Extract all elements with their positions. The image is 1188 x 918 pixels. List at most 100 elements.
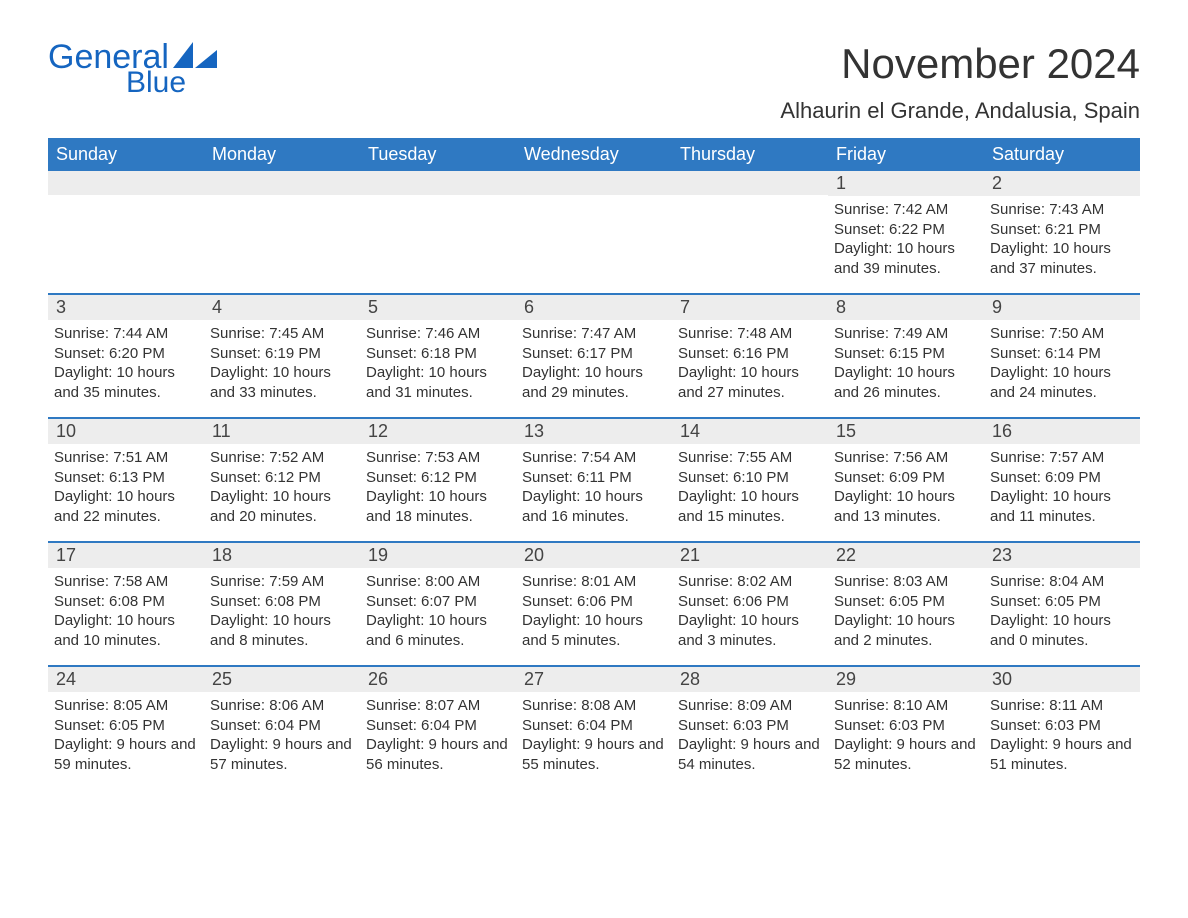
day-cell: 2 Sunrise: 7:43 AMSunset: 6:21 PMDaylight…: [984, 171, 1140, 293]
day-cell: 21Sunrise: 8:02 AMSunset: 6:06 PMDayligh…: [672, 543, 828, 665]
sunrise-text: Sunrise: 8:11 AM: [990, 696, 1134, 716]
day-number: 13: [516, 419, 672, 444]
daylight-text: Daylight: 10 hours and 31 minutes.: [366, 363, 510, 402]
daylight-text: Daylight: 9 hours and 56 minutes.: [366, 735, 510, 774]
day-cell: 25Sunrise: 8:06 AMSunset: 6:04 PMDayligh…: [204, 667, 360, 789]
calendar: SundayMondayTuesdayWednesdayThursdayFrid…: [48, 138, 1140, 789]
day-number: 25: [204, 667, 360, 692]
day-number: 17: [48, 543, 204, 568]
daylight-text: Daylight: 10 hours and 39 minutes.: [834, 239, 978, 278]
daylight-text: Daylight: 10 hours and 29 minutes.: [522, 363, 666, 402]
day-cell: 15Sunrise: 7:56 AMSunset: 6:09 PMDayligh…: [828, 419, 984, 541]
day-info: Sunrise: 7:49 AMSunset: 6:15 PMDaylight:…: [834, 324, 978, 402]
sunrise-text: Sunrise: 7:58 AM: [54, 572, 198, 592]
sunrise-text: Sunrise: 7:45 AM: [210, 324, 354, 344]
day-info: Sunrise: 8:01 AMSunset: 6:06 PMDaylight:…: [522, 572, 666, 650]
day-number: 14: [672, 419, 828, 444]
day-cell: 9Sunrise: 7:50 AMSunset: 6:14 PMDaylight…: [984, 295, 1140, 417]
sunset-text: Sunset: 6:14 PM: [990, 344, 1134, 364]
day-number: 19: [360, 543, 516, 568]
daylight-text: Daylight: 10 hours and 16 minutes.: [522, 487, 666, 526]
sunrise-text: Sunrise: 8:02 AM: [678, 572, 822, 592]
weekday-header-row: SundayMondayTuesdayWednesdayThursdayFrid…: [48, 138, 1140, 171]
day-number: 7: [672, 295, 828, 320]
sunrise-text: Sunrise: 8:00 AM: [366, 572, 510, 592]
day-info: Sunrise: 7:48 AMSunset: 6:16 PMDaylight:…: [678, 324, 822, 402]
day-cell: 4 Sunrise: 7:45 AMSunset: 6:19 PMDaylight…: [204, 295, 360, 417]
day-info: Sunrise: 7:44 AMSunset: 6:20 PMDaylight:…: [54, 324, 198, 402]
title-block: November 2024 Alhaurin el Grande, Andalu…: [780, 40, 1140, 132]
sunset-text: Sunset: 6:22 PM: [834, 220, 978, 240]
sunset-text: Sunset: 6:20 PM: [54, 344, 198, 364]
sunset-text: Sunset: 6:03 PM: [990, 716, 1134, 736]
day-number: 18: [204, 543, 360, 568]
sunrise-text: Sunrise: 7:50 AM: [990, 324, 1134, 344]
day-number: 20: [516, 543, 672, 568]
week-row: 10Sunrise: 7:51 AMSunset: 6:13 PMDayligh…: [48, 417, 1140, 541]
daylight-text: Daylight: 9 hours and 54 minutes.: [678, 735, 822, 774]
sunrise-text: Sunrise: 7:52 AM: [210, 448, 354, 468]
day-info: Sunrise: 7:45 AMSunset: 6:19 PMDaylight:…: [210, 324, 354, 402]
day-cell: [48, 171, 204, 293]
day-number: 30: [984, 667, 1140, 692]
location-label: Alhaurin el Grande, Andalusia, Spain: [780, 98, 1140, 124]
day-number: [48, 171, 204, 195]
sunset-text: Sunset: 6:03 PM: [678, 716, 822, 736]
sunset-text: Sunset: 6:03 PM: [834, 716, 978, 736]
day-number: 23: [984, 543, 1140, 568]
sunrise-text: Sunrise: 8:09 AM: [678, 696, 822, 716]
day-number: 22: [828, 543, 984, 568]
sunrise-text: Sunrise: 8:01 AM: [522, 572, 666, 592]
day-cell: 28Sunrise: 8:09 AMSunset: 6:03 PMDayligh…: [672, 667, 828, 789]
day-number: 4: [204, 295, 360, 320]
day-cell: [672, 171, 828, 293]
sunrise-text: Sunrise: 7:49 AM: [834, 324, 978, 344]
day-number: [672, 171, 828, 195]
daylight-text: Daylight: 9 hours and 59 minutes.: [54, 735, 198, 774]
sunset-text: Sunset: 6:05 PM: [54, 716, 198, 736]
sunrise-text: Sunrise: 8:08 AM: [522, 696, 666, 716]
day-info: Sunrise: 8:05 AMSunset: 6:05 PMDaylight:…: [54, 696, 198, 774]
day-info: Sunrise: 7:43 AMSunset: 6:21 PMDaylight:…: [990, 200, 1134, 278]
daylight-text: Daylight: 10 hours and 20 minutes.: [210, 487, 354, 526]
day-number: 2: [984, 171, 1140, 196]
sunset-text: Sunset: 6:19 PM: [210, 344, 354, 364]
sunset-text: Sunset: 6:11 PM: [522, 468, 666, 488]
daylight-text: Daylight: 10 hours and 35 minutes.: [54, 363, 198, 402]
day-cell: 12Sunrise: 7:53 AMSunset: 6:12 PMDayligh…: [360, 419, 516, 541]
day-number: 5: [360, 295, 516, 320]
sunset-text: Sunset: 6:12 PM: [210, 468, 354, 488]
day-cell: 17 Sunrise: 7:58 AMSunset: 6:08 PMDayligh…: [48, 543, 204, 665]
daylight-text: Daylight: 10 hours and 10 minutes.: [54, 611, 198, 650]
day-cell: 16Sunrise: 7:57 AMSunset: 6:09 PMDayligh…: [984, 419, 1140, 541]
daylight-text: Daylight: 10 hours and 6 minutes.: [366, 611, 510, 650]
day-cell: 11 Sunrise: 7:52 AMSunset: 6:12 PMDayligh…: [204, 419, 360, 541]
day-info: Sunrise: 8:07 AMSunset: 6:04 PMDaylight:…: [366, 696, 510, 774]
sunset-text: Sunset: 6:04 PM: [366, 716, 510, 736]
sunset-text: Sunset: 6:09 PM: [834, 468, 978, 488]
day-cell: 18Sunrise: 7:59 AMSunset: 6:08 PMDayligh…: [204, 543, 360, 665]
day-info: Sunrise: 8:11 AMSunset: 6:03 PMDaylight:…: [990, 696, 1134, 774]
sunset-text: Sunset: 6:10 PM: [678, 468, 822, 488]
daylight-text: Daylight: 10 hours and 8 minutes.: [210, 611, 354, 650]
daylight-text: Daylight: 10 hours and 33 minutes.: [210, 363, 354, 402]
day-cell: 24Sunrise: 8:05 AMSunset: 6:05 PMDayligh…: [48, 667, 204, 789]
day-cell: [516, 171, 672, 293]
sunset-text: Sunset: 6:09 PM: [990, 468, 1134, 488]
sunrise-text: Sunrise: 8:10 AM: [834, 696, 978, 716]
day-info: Sunrise: 7:58 AMSunset: 6:08 PMDaylight:…: [54, 572, 198, 650]
day-info: Sunrise: 7:55 AMSunset: 6:10 PMDaylight:…: [678, 448, 822, 526]
sunset-text: Sunset: 6:08 PM: [54, 592, 198, 612]
daylight-text: Daylight: 9 hours and 55 minutes.: [522, 735, 666, 774]
daylight-text: Daylight: 10 hours and 37 minutes.: [990, 239, 1134, 278]
sunset-text: Sunset: 6:18 PM: [366, 344, 510, 364]
sunset-text: Sunset: 6:16 PM: [678, 344, 822, 364]
daylight-text: Daylight: 10 hours and 2 minutes.: [834, 611, 978, 650]
sunset-text: Sunset: 6:06 PM: [678, 592, 822, 612]
day-number: 11: [204, 419, 360, 444]
daylight-text: Daylight: 10 hours and 5 minutes.: [522, 611, 666, 650]
sunset-text: Sunset: 6:04 PM: [210, 716, 354, 736]
day-cell: 19Sunrise: 8:00 AMSunset: 6:07 PMDayligh…: [360, 543, 516, 665]
sunrise-text: Sunrise: 7:54 AM: [522, 448, 666, 468]
day-cell: 23Sunrise: 8:04 AMSunset: 6:05 PMDayligh…: [984, 543, 1140, 665]
